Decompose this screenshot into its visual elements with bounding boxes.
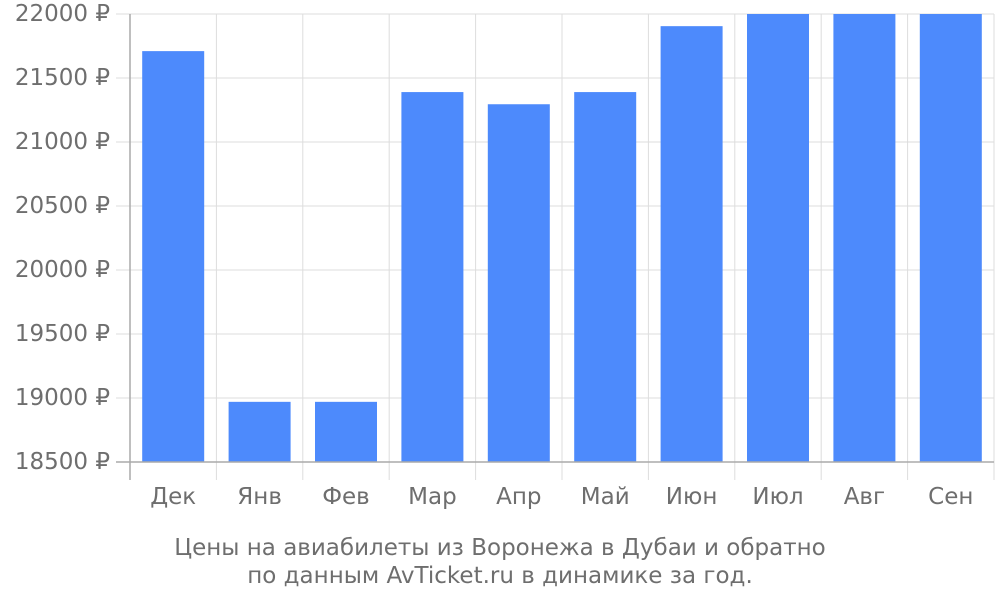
y-tick-label: 21500 ₽ <box>15 65 110 91</box>
y-tick-label: 19500 ₽ <box>15 321 110 347</box>
x-tick-label: Июн <box>666 484 718 510</box>
y-tick-label: 20000 ₽ <box>15 257 110 283</box>
x-tick-labels: Дек Янв Фев Мар Апр Май Июн Июл Авг Сен <box>150 484 973 510</box>
x-tick-label: Май <box>581 484 630 510</box>
x-tick-label: Апр <box>496 484 541 510</box>
price-bar-chart: 18500 ₽ 19000 ₽ 19500 ₽ 20000 ₽ 20500 ₽ 21000… <box>15 1 995 510</box>
bar-8 <box>747 14 809 462</box>
bar-9 <box>833 14 896 462</box>
bar-5 <box>487 104 550 463</box>
bar-3 <box>315 401 377 462</box>
y-tick-label: 22000 ₽ <box>15 1 110 27</box>
y-tick-label: 20500 ₽ <box>15 193 110 219</box>
x-tick-label: Авг <box>844 484 885 510</box>
y-tick-label: 18500 ₽ <box>15 449 110 475</box>
bar-4 <box>401 92 464 462</box>
y-tick-label: 21000 ₽ <box>15 129 110 155</box>
x-tick-label: Янв <box>237 484 282 510</box>
bar-7 <box>660 26 723 462</box>
x-tick-label: Фев <box>322 484 370 510</box>
bar-10 <box>919 14 982 462</box>
axis-layer <box>116 14 994 480</box>
bar-6 <box>574 92 637 462</box>
y-tick-label: 19000 ₽ <box>15 385 110 411</box>
x-tick-label: Мар <box>408 484 457 510</box>
y-tick-labels: 18500 ₽ 19000 ₽ 19500 ₽ 20000 ₽ 20500 ₽ 21000… <box>15 1 110 475</box>
chart-caption-line-1: Цены на авиабилеты из Воронежа в Дубаи и… <box>174 535 826 561</box>
x-tick-label: Дек <box>150 484 196 510</box>
bar-1 <box>142 51 205 463</box>
chart-caption-line-2: по данным AvTicket.ru в динамике за год. <box>247 563 753 589</box>
grid-layer <box>116 13 995 480</box>
bar-2 <box>228 401 291 462</box>
x-tick-label: Сен <box>928 484 973 510</box>
bars-layer <box>142 14 982 463</box>
x-tick-label: Июл <box>752 484 803 510</box>
